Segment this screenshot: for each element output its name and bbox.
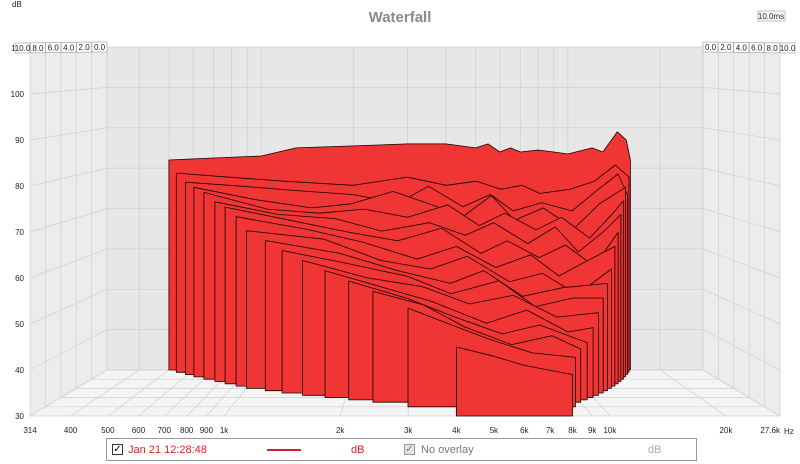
x-tick-label: 314 (23, 426, 37, 435)
y-axis-ticks: 30405060708090100110 (11, 44, 25, 421)
time-tick-label: 8.0 (32, 44, 44, 53)
time-tick-label: 6.0 (751, 44, 763, 53)
time-tick-left: 2.0 (76, 41, 92, 53)
x-tick-label: 6k (520, 426, 529, 435)
x-tick-label: 2k (336, 426, 345, 435)
right-wall (703, 47, 780, 416)
x-axis-ticks: 314 400 500 600 700 800 900 1k 2k 3k 4k 5k 6k 7k 8k 9k 1… (23, 426, 781, 435)
x-tick-label: 500 (101, 426, 115, 435)
trace-line-swatch (267, 449, 301, 451)
time-tick-left: 4.0 (60, 42, 77, 53)
x-tick-label: 27.6k (760, 426, 781, 435)
overlay-label[interactable]: No overlay (421, 444, 474, 456)
x-tick-label: 4k (452, 426, 461, 435)
chart-title: Waterfall (369, 9, 432, 26)
trace-label[interactable]: Jan 21 12:28:48 (128, 444, 207, 456)
y-unit-label: dB (12, 0, 22, 9)
time-tick-label: 2.0 (720, 43, 732, 52)
x-tick-label: 9k (588, 426, 597, 435)
x-tick-label: 900 (200, 426, 214, 435)
time-tick-right: 2.0 (718, 41, 734, 53)
time-tick-label: 8.0 (767, 44, 779, 53)
waterfall-slices (168, 131, 631, 417)
x-tick-label: 1k (220, 426, 229, 435)
y-tick-label: 90 (15, 136, 24, 145)
x-tick-label: 600 (132, 426, 146, 435)
time-axis-ticks: 0.0 0.02.0 2.04.0 4.06.0 6.08.0 8.010.0 10.0 (14, 41, 796, 54)
time-tick-label: 10.0 (15, 44, 31, 53)
time-tick-label: 0.0 (94, 43, 106, 52)
y-tick-label: 80 (15, 182, 24, 191)
time-tick-left: 8.0 (29, 42, 46, 54)
grid-line-t (45, 47, 765, 408)
x-tick-label: 400 (64, 426, 78, 435)
y-tick-label: 40 (15, 366, 24, 375)
time-tick-label: 2.0 (79, 43, 91, 52)
trace-unit: dB (351, 444, 365, 456)
overlay-unit: dB (648, 444, 662, 456)
time-tick-right: 0.0 (702, 41, 719, 53)
y-tick-label: 30 (15, 412, 24, 421)
time-tick-right: 10.0 (779, 42, 796, 54)
x-tick-label: 800 (180, 426, 194, 435)
waterfall-slice (456, 346, 573, 417)
overlay-checkbox[interactable]: ✓ (404, 444, 415, 455)
time-tick-label: 10.0 (780, 44, 796, 53)
grid-line-t (29, 48, 781, 417)
x-tick-label: 5k (490, 426, 499, 435)
left-wall (30, 47, 107, 416)
time-tick-right: 8.0 (764, 42, 780, 54)
time-tick-left: 10.0 (14, 42, 31, 54)
y-tick-label: 60 (15, 274, 24, 283)
x-tick-label: 8k (568, 426, 577, 435)
time-tick-left: 0.0 (91, 41, 108, 53)
y-tick-label: 100 (11, 90, 25, 99)
x-tick-label: 20k (720, 426, 734, 435)
time-max-label: 10.0ms (758, 12, 784, 21)
time-tick-label: 6.0 (48, 44, 60, 53)
legend-bar: ✓ Jan 21 12:28:48 dB ✓ No overlay dB (106, 438, 697, 461)
x-tick-label: 7k (546, 426, 555, 435)
time-tick-left: 6.0 (45, 42, 62, 53)
x-tick-label: 700 (158, 426, 172, 435)
grid-line-y (29, 127, 781, 141)
x-unit-label: Hz (784, 427, 794, 436)
trace-checkbox[interactable]: ✓ (112, 444, 123, 455)
time-max-badge: 10.0ms (757, 10, 786, 22)
x-tick-label: 10k (603, 426, 617, 435)
time-tick-right: 6.0 (748, 42, 765, 53)
y-tick-label: 50 (15, 320, 24, 329)
grid-line-y (29, 87, 781, 95)
time-tick-right: 4.0 (733, 42, 750, 53)
time-tick-label: 0.0 (705, 43, 717, 52)
y-tick-label: 70 (15, 228, 24, 237)
time-tick-label: 4.0 (63, 43, 75, 52)
waterfall-plot: 30405060708090100110 3144005006007008009… (11, 0, 796, 436)
x-tick-label: 3k (404, 426, 413, 435)
time-tick-label: 4.0 (736, 43, 748, 52)
